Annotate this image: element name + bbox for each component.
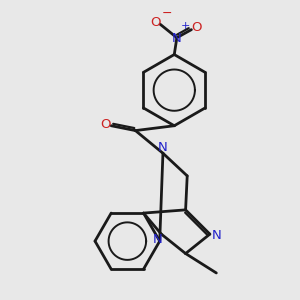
Text: N: N <box>172 32 182 45</box>
Text: O: O <box>100 118 111 131</box>
Text: N: N <box>153 233 162 247</box>
Text: N: N <box>158 141 167 154</box>
Text: −: − <box>162 7 172 20</box>
Text: +: + <box>181 21 190 32</box>
Text: O: O <box>150 16 160 29</box>
Text: N: N <box>212 229 222 242</box>
Text: O: O <box>192 20 202 34</box>
